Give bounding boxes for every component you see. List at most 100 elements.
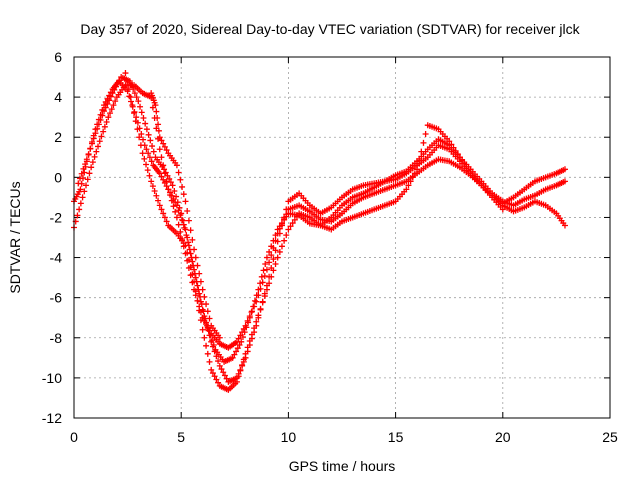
data-point-interp xyxy=(144,167,151,174)
data-point-interp xyxy=(293,213,300,220)
data-point xyxy=(414,166,421,173)
data-point xyxy=(253,318,260,325)
data-point xyxy=(131,110,138,117)
data-point-interp xyxy=(192,288,199,295)
data-point-interp xyxy=(409,174,416,181)
data-point-interp xyxy=(124,78,131,85)
data-point-interp xyxy=(248,309,255,316)
data-point xyxy=(173,162,180,169)
data-point-interp xyxy=(270,256,277,263)
y-tick-label: -4 xyxy=(50,250,63,266)
data-point xyxy=(255,286,262,293)
data-point-interp xyxy=(107,93,114,100)
data-point-interp xyxy=(106,97,113,104)
data-point-interp xyxy=(158,154,165,161)
data-point-interp xyxy=(146,172,153,179)
data-point-interp xyxy=(155,121,162,128)
data-point-interp xyxy=(231,351,238,358)
data-point xyxy=(156,202,163,209)
grid-lines xyxy=(74,57,610,418)
data-point-interp xyxy=(204,325,211,332)
data-point-interp xyxy=(189,258,196,265)
x-tick-label: 15 xyxy=(388,429,404,445)
data-point-interp xyxy=(149,183,156,190)
data-point-interp xyxy=(116,77,123,84)
x-tick-label: 0 xyxy=(70,429,78,445)
data-point xyxy=(246,314,253,321)
data-point-interp xyxy=(459,157,466,164)
data-point xyxy=(173,214,180,221)
data-point-interp xyxy=(179,216,186,223)
data-point-interp xyxy=(197,298,204,305)
data-point-interp xyxy=(272,260,279,267)
data-point-interp xyxy=(143,161,150,168)
data-point-interp xyxy=(145,131,152,138)
data-point xyxy=(199,306,206,313)
data-point-interp xyxy=(196,270,203,277)
data-point-interp xyxy=(97,116,104,123)
data-point-interp xyxy=(278,243,285,250)
data-point-interp xyxy=(126,93,133,100)
data-point-interp xyxy=(107,110,114,117)
y-tick-label: -2 xyxy=(50,209,63,225)
data-point-interp xyxy=(405,182,412,189)
data-point xyxy=(199,326,206,333)
data-point-interp xyxy=(132,118,139,125)
data-point-interp xyxy=(407,178,414,185)
data-point-interp xyxy=(194,297,201,304)
data-point-interp xyxy=(268,252,275,259)
data-point-interp xyxy=(175,221,182,228)
data-point xyxy=(499,206,506,213)
y-tick-label: -8 xyxy=(50,330,63,346)
data-point-interp xyxy=(167,189,174,196)
data-point-interp xyxy=(138,131,145,138)
data-point-interp xyxy=(172,199,179,206)
data-point-interp xyxy=(201,293,208,300)
data-point-interp xyxy=(77,175,84,182)
data-point xyxy=(101,108,108,115)
data-point-interp xyxy=(239,362,246,369)
data-point-interp xyxy=(160,162,167,169)
data-point-interp xyxy=(89,140,96,147)
data-point-interp xyxy=(260,267,267,274)
data-point-interp xyxy=(147,137,154,144)
data-point-interp xyxy=(257,280,264,287)
y-tick-label: -6 xyxy=(50,290,63,306)
data-point-interp xyxy=(211,373,218,380)
data-point xyxy=(561,178,568,185)
data-point-interp xyxy=(170,203,177,210)
x-tick-labels: 0 5 10 15 20 25 xyxy=(70,429,618,445)
data-point-interp xyxy=(161,143,168,150)
data-point-interp xyxy=(450,144,457,151)
data-point-interp xyxy=(160,140,167,147)
data-point-interp xyxy=(215,358,222,365)
data-point xyxy=(75,180,82,187)
data-point-interp xyxy=(140,136,147,143)
data-point-interp xyxy=(465,167,472,174)
data-point-interp xyxy=(187,250,194,257)
data-point xyxy=(216,334,223,341)
data-point-interp xyxy=(82,161,89,168)
data-point-interp xyxy=(266,259,273,266)
data-point-interp xyxy=(171,187,178,194)
data-point-interp xyxy=(209,343,216,350)
data-point-interp xyxy=(203,342,210,349)
data-point-interp xyxy=(185,217,192,224)
data-point-interp xyxy=(420,139,427,146)
y-tick-label: -10 xyxy=(42,370,62,386)
data-point-interp xyxy=(237,367,244,374)
data-point-interp xyxy=(127,94,134,101)
data-point-interp xyxy=(287,223,294,230)
data-point-interp xyxy=(261,293,268,300)
data-point-interp xyxy=(258,273,265,280)
data-point-interp xyxy=(163,218,170,225)
data-point-interp xyxy=(197,317,204,324)
data-point-interp xyxy=(78,170,85,177)
data-point-interp xyxy=(141,155,148,162)
data-point-interp xyxy=(266,248,273,255)
x-axis-label: GPS time / hours xyxy=(289,458,396,474)
data-point-interp xyxy=(129,102,136,109)
data-point xyxy=(229,354,236,361)
data-point-interp xyxy=(104,100,111,107)
data-point xyxy=(182,242,189,249)
